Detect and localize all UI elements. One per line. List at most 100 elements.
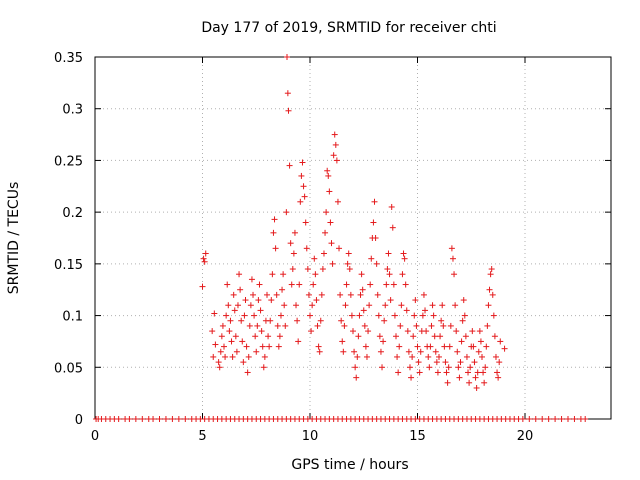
- data-point-marker: [405, 348, 412, 355]
- data-point-marker: [465, 369, 472, 376]
- data-point-marker: [459, 317, 466, 324]
- data-point-marker: [315, 343, 322, 350]
- data-point-marker: [425, 353, 432, 360]
- data-point-marker: [228, 338, 235, 345]
- data-point-marker: [240, 359, 247, 366]
- data-point-marker: [260, 364, 267, 371]
- data-point-marker: [438, 317, 445, 324]
- data-point-marker: [232, 333, 239, 340]
- data-point-marker: [470, 343, 477, 350]
- data-point-marker: [419, 312, 426, 319]
- data-point-marker: [326, 188, 333, 195]
- zero-point-marker: [519, 416, 526, 422]
- data-point-marker: [265, 333, 272, 340]
- data-point-marker: [402, 281, 409, 288]
- zero-point-marker: [552, 416, 559, 422]
- data-point-marker: [327, 219, 334, 226]
- data-point-marker: [201, 258, 208, 265]
- data-point-marker: [310, 281, 317, 288]
- data-point-marker: [382, 302, 389, 309]
- data-point-marker: [447, 322, 454, 329]
- data-point-marker: [211, 310, 218, 317]
- data-point-marker: [412, 297, 419, 304]
- zero-point-marker: [558, 416, 565, 422]
- zero-point-marker: [571, 416, 578, 422]
- data-point-marker: [375, 312, 382, 319]
- data-point-marker: [330, 152, 337, 159]
- data-point-marker: [227, 317, 234, 324]
- data-point-marker: [340, 348, 347, 355]
- data-point-marker: [338, 317, 345, 324]
- data-point-marker: [259, 343, 266, 350]
- data-point-marker: [219, 322, 226, 329]
- zero-point-marker: [126, 416, 133, 422]
- data-point-marker: [386, 271, 393, 278]
- data-point-marker: [466, 379, 473, 386]
- data-point-marker: [216, 364, 223, 371]
- data-point-marker: [233, 348, 240, 355]
- data-point-marker: [336, 245, 343, 252]
- data-point-marker: [427, 343, 434, 350]
- y-tick-label: 0.1: [62, 310, 83, 325]
- y-axis-title: SRMTID / TECUs: [6, 182, 22, 295]
- data-point-marker: [484, 322, 491, 329]
- zero-point-marker: [539, 416, 546, 422]
- data-point-marker: [231, 307, 238, 314]
- data-point-marker: [403, 307, 410, 314]
- data-point-marker: [449, 255, 456, 262]
- data-point-marker: [289, 266, 296, 273]
- data-point-marker: [333, 157, 340, 164]
- data-point-marker: [396, 343, 403, 350]
- x-tick-label: 5: [198, 429, 206, 444]
- data-point-marker: [281, 302, 288, 309]
- data-point-marker: [476, 328, 483, 335]
- data-point-marker: [313, 297, 320, 304]
- data-point-marker: [501, 345, 508, 352]
- data-point-marker: [400, 250, 407, 257]
- data-point-marker: [374, 291, 381, 298]
- data-point-marker: [354, 353, 361, 360]
- data-point-marker: [279, 286, 286, 293]
- data-point-marker: [328, 240, 335, 247]
- data-point-marker: [415, 359, 422, 366]
- data-point-marker: [332, 141, 339, 148]
- data-point-marker: [397, 322, 404, 329]
- data-point-marker: [485, 302, 492, 309]
- data-point-marker: [318, 291, 325, 298]
- data-point-marker: [385, 250, 392, 257]
- x-tick-label: 20: [517, 429, 534, 444]
- data-point-marker: [460, 297, 467, 304]
- data-point-marker: [309, 302, 316, 309]
- data-point-marker: [348, 312, 355, 319]
- data-point-marker: [357, 291, 364, 298]
- data-point-marker: [351, 348, 358, 355]
- data-point-marker: [287, 240, 294, 247]
- data-point-marker: [269, 271, 276, 278]
- data-point-marker: [455, 364, 462, 371]
- data-point-marker: [377, 348, 384, 355]
- data-point-marker: [488, 266, 495, 273]
- data-point-marker: [490, 312, 497, 319]
- data-point-marker: [273, 291, 280, 298]
- data-point-marker: [495, 374, 502, 381]
- data-point-marker: [210, 353, 217, 360]
- data-point-marker: [426, 364, 433, 371]
- data-point-marker: [350, 328, 356, 335]
- zero-point-marker: [582, 416, 589, 422]
- data-point-marker: [319, 266, 326, 273]
- data-point-marker: [370, 219, 377, 226]
- data-point-marker: [305, 291, 312, 298]
- data-point-marker: [390, 281, 397, 288]
- data-point-marker: [295, 338, 302, 345]
- data-point-marker: [323, 209, 330, 216]
- data-point-marker: [408, 374, 415, 381]
- data-point-marker: [444, 379, 451, 386]
- data-point-marker: [482, 364, 489, 371]
- data-point-marker: [443, 369, 450, 376]
- data-point-marker: [294, 317, 301, 324]
- data-point-marker: [334, 198, 341, 205]
- data-point-marker: [293, 302, 300, 309]
- data-point-marker: [320, 250, 327, 257]
- data-point-marker: [331, 131, 338, 138]
